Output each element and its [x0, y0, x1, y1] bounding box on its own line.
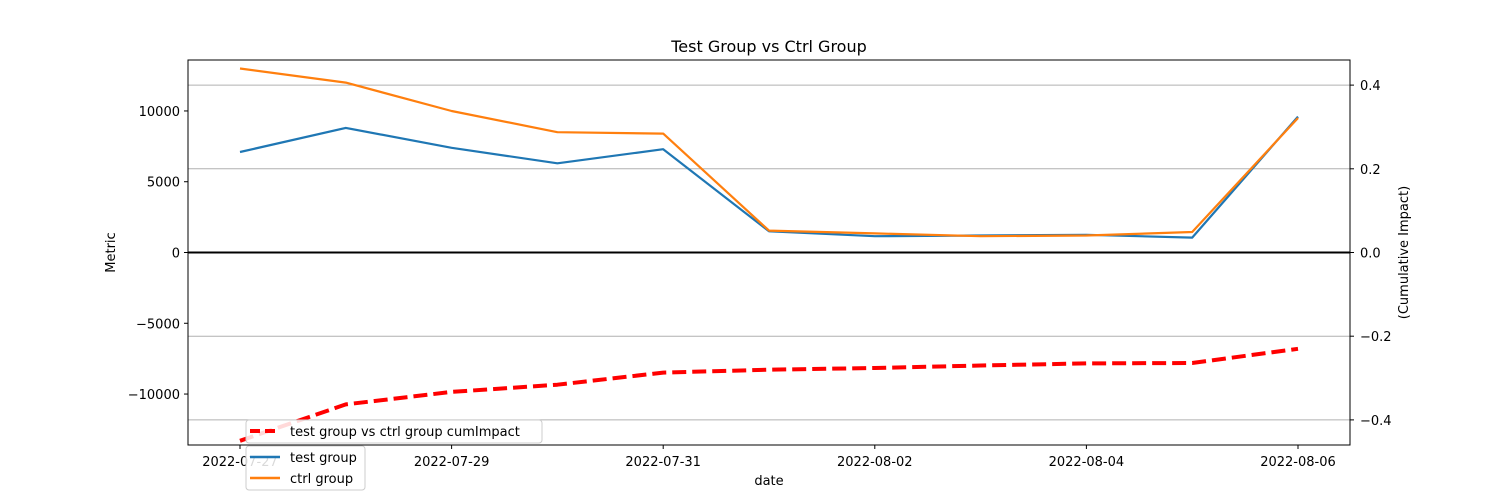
x-tick-label: 2022-07-31 [625, 455, 701, 470]
y-tick-label: −5000 [136, 317, 180, 332]
x-tick-label: 2022-07-29 [414, 455, 490, 470]
y-tick-label: 10000 [139, 105, 180, 120]
grid-layer [188, 84, 1350, 421]
legend-layer: test group vs ctrl group cumImpact test g… [245, 419, 543, 491]
y2-tick-label: −0.2 [1360, 330, 1392, 345]
series-layer [188, 67, 1350, 443]
legend-label-impact: test group vs ctrl group cumImpact [290, 425, 520, 440]
y-tick-label: −10000 [128, 388, 180, 403]
y2-tick-label: 0.4 [1360, 79, 1381, 94]
x-tick-label: 2022-08-02 [837, 455, 913, 470]
x-tick-label: 2022-08-06 [1260, 455, 1336, 470]
x-axis-label: date [754, 474, 783, 489]
x-tick-label: 2022-08-04 [1049, 455, 1125, 470]
y2-tick-label: 0.2 [1360, 163, 1381, 178]
series-line-1 [239, 67, 1299, 238]
y-tick-label: 0 [172, 247, 180, 262]
y-tick-label: 5000 [147, 176, 180, 191]
series-line-2 [239, 346, 1299, 443]
chart-title: Test Group vs Ctrl Group [670, 37, 867, 56]
legend-box-impact [245, 419, 543, 444]
y2-tick-label: −0.4 [1360, 414, 1392, 429]
y2-axis-label: (Cumulative Impact) [1397, 186, 1412, 319]
legend-label-1: ctrl group [290, 472, 353, 487]
legend-label-0: test group [290, 451, 357, 466]
y-axis-label: Metric [104, 232, 119, 272]
y2-tick-label: 0.0 [1360, 247, 1381, 262]
